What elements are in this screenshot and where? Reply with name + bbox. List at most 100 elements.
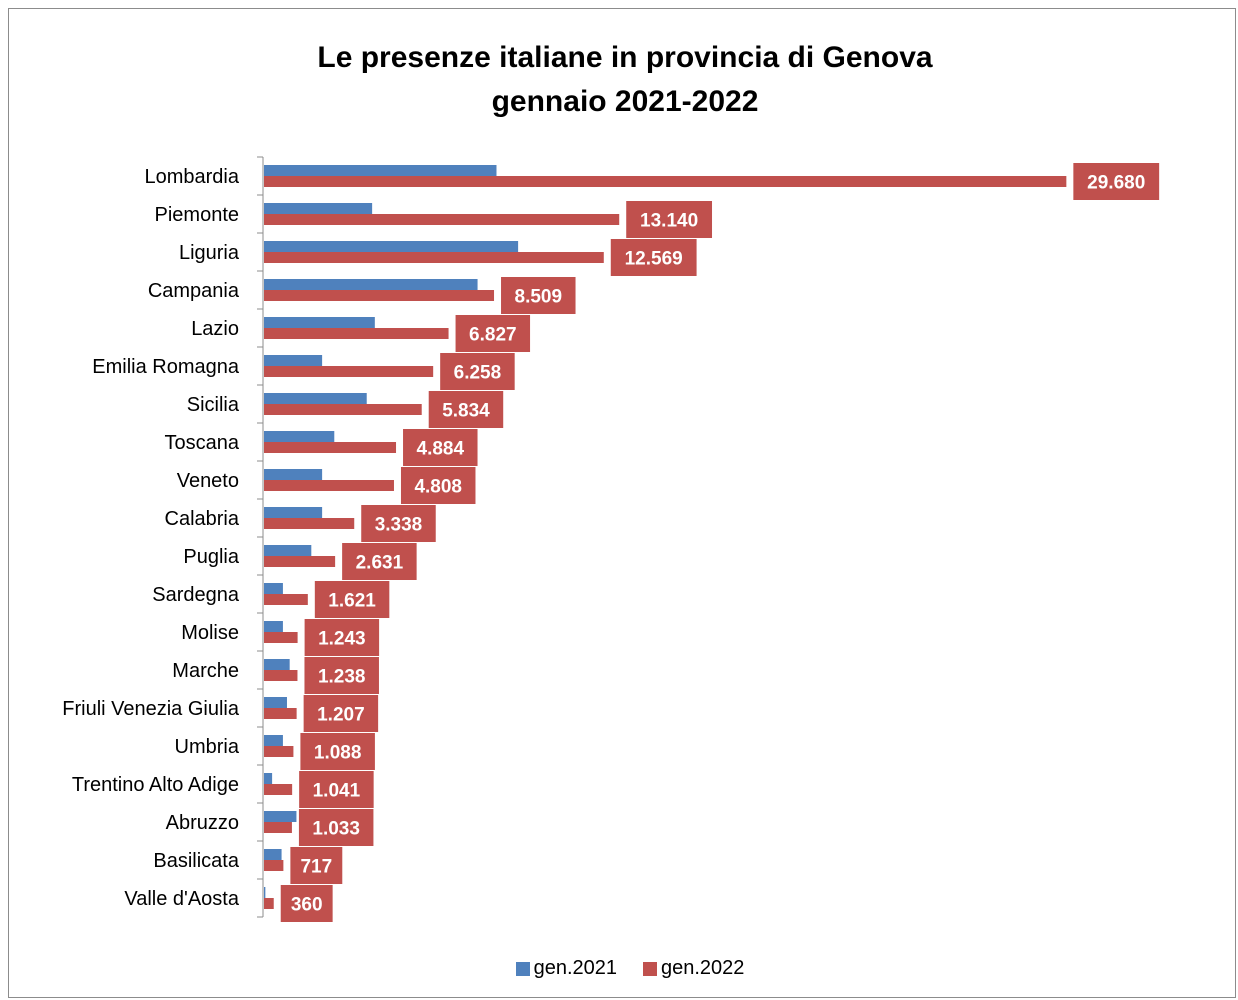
data-labels: 29.680 13.140 12.569 8.509 6.827 6.258 5.834 4.… — [280, 163, 1160, 922]
data-label-gen-2022: 29.680 — [1073, 163, 1160, 200]
data-label-value: 4.808 — [414, 477, 462, 498]
bar-gen-2021 — [264, 431, 335, 442]
data-label-gen-2022: 1.088 — [300, 733, 375, 770]
data-label-gen-2022: 12.569 — [610, 239, 697, 276]
data-label-value: 1.033 — [312, 819, 360, 840]
category-label: Toscana — [165, 432, 240, 454]
data-label-gen-2022: 6.258 — [440, 353, 515, 390]
data-label-gen-2022: 1.033 — [298, 809, 374, 846]
bar-gen-2022 — [264, 442, 397, 453]
legend-label-2022: gen.2022 — [661, 957, 745, 979]
data-label-gen-2022: 1.207 — [303, 695, 379, 732]
bar-gen-2022 — [264, 556, 336, 567]
bar-gen-2021 — [264, 203, 373, 214]
data-label-box — [400, 467, 476, 504]
data-label-box — [314, 581, 390, 618]
data-label-box — [300, 733, 375, 770]
bar-gen-2021 — [264, 621, 283, 632]
category-label: Molise — [181, 622, 239, 644]
bar-gen-2021 — [264, 659, 290, 670]
data-label-box — [290, 847, 343, 884]
data-label-value: 2.631 — [356, 553, 404, 574]
chart-title-line-2: gennaio 2021-2022 — [491, 85, 759, 118]
bar-gen-2021 — [264, 241, 519, 252]
data-label-box — [304, 657, 379, 694]
data-label-gen-2022: 5.834 — [428, 391, 504, 428]
data-label-gen-2022: 717 — [290, 847, 343, 884]
data-label-value: 29.680 — [1087, 173, 1145, 194]
category-label: Calabria — [165, 508, 240, 530]
data-label-box — [304, 619, 380, 656]
category-label: Sardegna — [152, 584, 240, 606]
bar-gen-2022 — [264, 632, 298, 643]
data-label-gen-2022: 3.338 — [361, 505, 436, 542]
bar-gen-2022 — [264, 784, 293, 795]
data-label-gen-2022: 1.238 — [304, 657, 379, 694]
data-label-value: 1.041 — [313, 781, 361, 802]
data-label-gen-2022: 8.509 — [501, 277, 576, 314]
category-label: Friuli Venezia Giulia — [62, 698, 240, 720]
bar-gen-2021 — [264, 697, 287, 708]
bar-gen-2022 — [264, 480, 394, 491]
category-label: Basilicata — [153, 850, 239, 872]
category-label: Valle d'Aosta — [124, 888, 240, 910]
bar-gen-2021 — [264, 165, 497, 176]
data-label-box — [626, 201, 713, 238]
data-label-box — [440, 353, 515, 390]
category-label: Puglia — [183, 546, 239, 568]
bar-gen-2021 — [264, 849, 282, 860]
data-label-value: 1.621 — [328, 591, 376, 612]
chart-frame — [8, 8, 1236, 998]
category-label: Veneto — [177, 470, 239, 492]
bars — [264, 165, 1067, 909]
data-label-value: 4.884 — [417, 439, 465, 460]
bar-gen-2022 — [264, 328, 449, 339]
category-label: Marche — [172, 660, 239, 682]
chart-title: Le presenze italiane in provincia di Gen… — [0, 36, 1238, 124]
bar-gen-2021 — [264, 545, 312, 556]
bar-gen-2022 — [264, 176, 1067, 187]
data-label-value: 717 — [300, 857, 332, 878]
bar-gen-2022 — [264, 366, 434, 377]
bar-gen-2022 — [264, 290, 495, 301]
data-label-box — [280, 885, 333, 922]
data-label-value: 5.834 — [442, 401, 490, 422]
data-label-box — [428, 391, 504, 428]
category-labels: Lombardia Piemonte Liguria Campania Lazio Emi… — [62, 166, 240, 910]
bar-gen-2022 — [264, 860, 284, 871]
data-label-box — [403, 429, 478, 466]
data-label-value: 6.827 — [469, 325, 517, 346]
category-label: Piemonte — [155, 204, 240, 226]
legend-label-2021: gen.2021 — [533, 957, 617, 979]
bar-gen-2022 — [264, 404, 422, 415]
data-label-gen-2022: 6.827 — [455, 315, 531, 352]
bar-gen-2021 — [264, 317, 375, 328]
chart-title-line-1: Le presenze italiane in provincia di Gen… — [317, 41, 933, 74]
data-label-value: 1.238 — [318, 667, 366, 688]
data-label-value: 12.569 — [625, 249, 683, 270]
bar-gen-2021 — [264, 393, 367, 404]
legend-item-2022: gen.2022 — [643, 957, 744, 980]
bar-gen-2021 — [264, 279, 478, 290]
category-label: Umbria — [175, 736, 240, 758]
legend-swatch-2022 — [643, 961, 657, 976]
category-label: Lazio — [191, 318, 239, 340]
data-label-value: 1.207 — [317, 705, 365, 726]
legend: gen.2021 gen.2022 — [0, 957, 1238, 980]
data-label-gen-2022: 13.140 — [626, 201, 713, 238]
bar-gen-2021 — [264, 355, 323, 366]
data-label-value: 8.509 — [515, 287, 563, 308]
data-label-gen-2022: 4.808 — [400, 467, 476, 504]
data-label-gen-2022: 1.621 — [314, 581, 390, 618]
legend-item-2021: gen.2021 — [515, 957, 617, 980]
data-label-box — [299, 771, 374, 808]
data-label-value: 1.243 — [318, 629, 366, 650]
data-label-box — [501, 277, 576, 314]
data-label-value: 13.140 — [640, 211, 698, 232]
category-label: Sicilia — [187, 394, 240, 416]
bar-gen-2021 — [264, 887, 266, 898]
data-label-gen-2022: 4.884 — [403, 429, 478, 466]
category-label: Emilia Romagna — [92, 356, 240, 378]
data-label-box — [303, 695, 379, 732]
data-label-box — [1073, 163, 1160, 200]
